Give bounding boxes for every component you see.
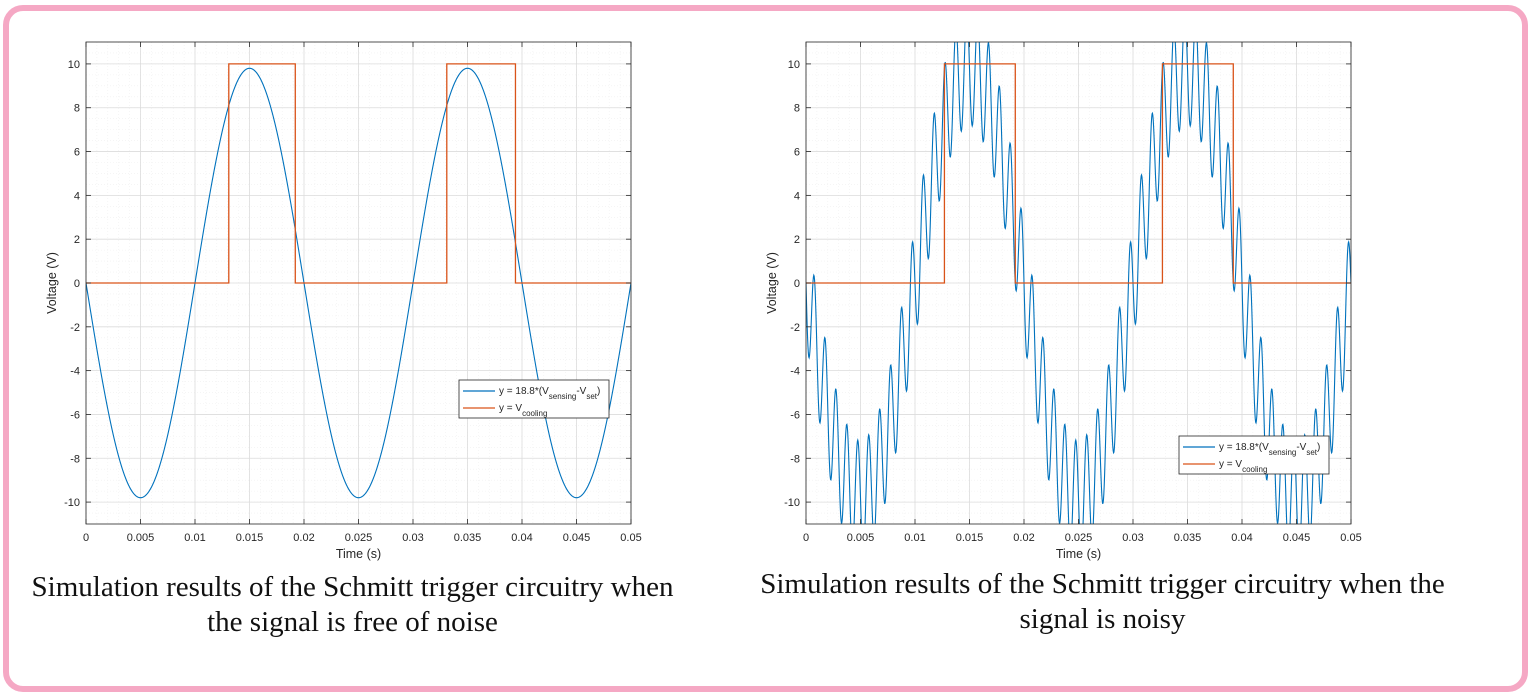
- tick-group: 0 0.005 0.01 0.015 0.02 0.025 0.03 0.035 0.04 0.0…: [784, 42, 1362, 544]
- x-axis-label: Time (s): [336, 547, 381, 561]
- x-tick-label: 0.045: [563, 532, 591, 544]
- y-tick-label: 0: [794, 278, 800, 290]
- chart-noisy: 0 0.005 0.01 0.015 0.02 0.025 0.03 0.035 0.04 0.0…: [765, 41, 1362, 561]
- x-tick-label: 0.025: [345, 532, 373, 544]
- y-tick-label: 8: [794, 103, 800, 115]
- y-tick-label: -8: [70, 453, 80, 465]
- y-tick-label: 2: [794, 234, 800, 246]
- x-tick-label: 0.045: [1283, 532, 1311, 544]
- chart-noise-free: 0 0.005 0.01 0.015 0.02 0.025 0.03 0.035 0.04 0.0…: [45, 41, 642, 561]
- x-tick-label: 0.035: [1174, 532, 1202, 544]
- y-tick-label: 0: [74, 278, 80, 290]
- x-tick-label: 0.015: [236, 532, 264, 544]
- y-tick-label: 2: [74, 234, 80, 246]
- y-tick-label: 6: [794, 147, 800, 159]
- x-tick-label: 0.04: [511, 532, 532, 544]
- y-axis-label: Voltage (V): [765, 252, 779, 314]
- y-axis-label: Voltage (V): [45, 252, 59, 314]
- series-line-cooling: [86, 63, 631, 284]
- x-tick-label: 0.025: [1065, 532, 1093, 544]
- x-tick-label: 0: [803, 532, 809, 544]
- y-tick-label: -8: [790, 453, 800, 465]
- x-tick-label: 0.01: [184, 532, 205, 544]
- legend-label: y = Vcooling: [499, 403, 547, 418]
- chart-panel-noise-free: 0 0.005 0.01 0.015 0.02 0.025 0.03 0.035 0.04 0.0…: [40, 36, 650, 570]
- y-tick-label: 10: [68, 59, 80, 71]
- y-tick-label: -4: [70, 366, 80, 378]
- x-tick-label: 0.035: [454, 532, 482, 544]
- y-tick-label: -10: [64, 497, 80, 509]
- x-tick-label: 0.01: [904, 532, 925, 544]
- legend-label: y = 18.8*(Vsensing-Vset): [1219, 442, 1320, 457]
- y-tick-label: -4: [790, 366, 800, 378]
- y-tick-label: -6: [70, 409, 80, 421]
- legend-box: [458, 379, 610, 419]
- y-tick-label: -6: [790, 409, 800, 421]
- series-group: [806, 42, 1351, 524]
- x-tick-label: 0.05: [1340, 532, 1361, 544]
- y-tick-label: -2: [790, 322, 800, 334]
- tick-group: 0 0.005 0.01 0.015 0.02 0.025 0.03 0.035 0.04 0.0…: [64, 42, 642, 544]
- legend-label: y = 18.8*(Vsensing-Vset): [499, 386, 600, 401]
- y-tick-label: 8: [74, 103, 80, 115]
- legend: y = 18.8*(Vsensing-Vset) y = Vcooling: [458, 379, 610, 419]
- x-tick-label: 0: [83, 532, 89, 544]
- x-tick-label: 0.005: [847, 532, 875, 544]
- legend-box: [1178, 435, 1330, 475]
- x-tick-label: 0.05: [620, 532, 641, 544]
- x-tick-label: 0.015: [956, 532, 984, 544]
- x-tick-label: 0.03: [1122, 532, 1143, 544]
- x-tick-label: 0.04: [1231, 532, 1252, 544]
- legend-label: y = Vcooling: [1219, 459, 1267, 474]
- y-tick-label: 4: [794, 190, 800, 202]
- series-line-cooling: [806, 63, 1351, 284]
- y-tick-label: -2: [70, 322, 80, 334]
- y-tick-label: -10: [784, 497, 800, 509]
- x-axis-label: Time (s): [1056, 547, 1101, 561]
- x-tick-label: 0.005: [127, 532, 155, 544]
- y-tick-label: 4: [74, 190, 80, 202]
- chart-panel-noisy: 0 0.005 0.01 0.015 0.02 0.025 0.03 0.035 0.04 0.0…: [760, 36, 1362, 570]
- caption-noisy: Simulation results of the Schmitt trigge…: [760, 568, 1445, 635]
- y-tick-label: 10: [788, 59, 800, 71]
- x-tick-label: 0.02: [293, 532, 314, 544]
- x-tick-label: 0.02: [1013, 532, 1034, 544]
- caption-noise-free: Simulation results of the Schmitt trigge…: [31, 571, 674, 638]
- y-tick-label: 6: [74, 147, 80, 159]
- series-line-sensing: [806, 42, 1351, 524]
- x-tick-label: 0.03: [402, 532, 423, 544]
- legend: y = 18.8*(Vsensing-Vset) y = Vcooling: [1178, 435, 1330, 475]
